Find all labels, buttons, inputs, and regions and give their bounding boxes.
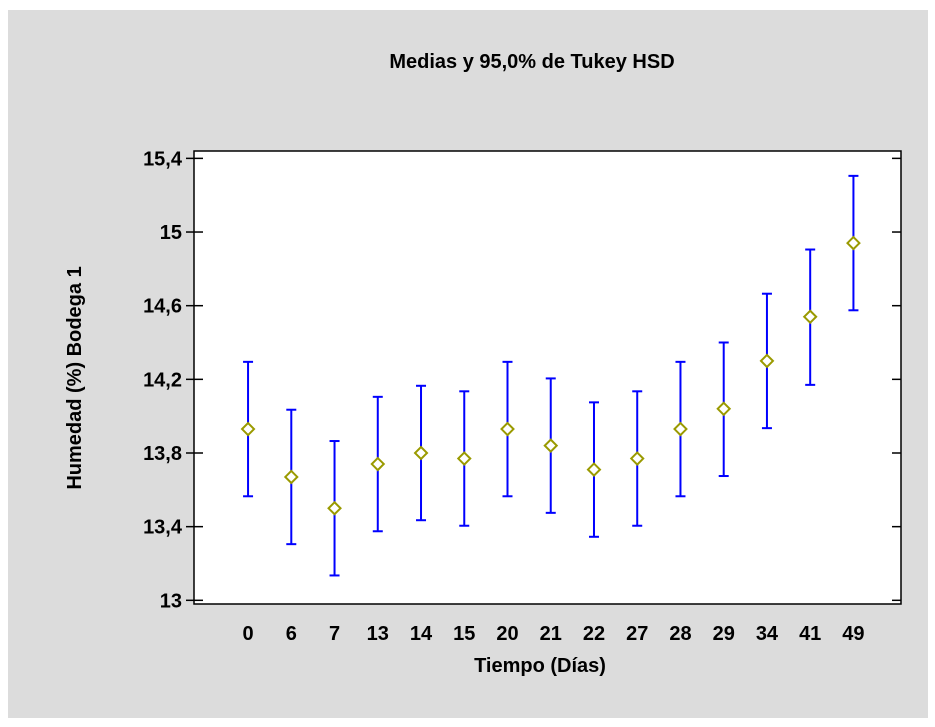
mean-marker (413, 445, 429, 461)
y-axis-label: Humedad (%) Bodega 1 (64, 266, 86, 489)
y-tick-label: 13 (160, 590, 182, 612)
interval-29 (716, 341, 732, 478)
y-tick-label: 13,8 (143, 443, 182, 465)
mean-marker (240, 421, 256, 437)
x-tick-label: 28 (669, 623, 691, 645)
chart: Medias y 95,0% de Tukey HSD 13 13,4 13,8 14… (64, 51, 902, 677)
interval-34 (759, 292, 775, 430)
mean-marker (673, 421, 688, 437)
x-tick-label: 20 (496, 623, 518, 645)
chart-title: Medias y 95,0% de Tukey HSD (389, 51, 674, 73)
x-tick-label: 0 (242, 623, 253, 645)
x-tick-label: 49 (842, 623, 864, 645)
y-tick-label: 14,6 (143, 296, 182, 318)
mean-marker (370, 456, 386, 472)
y-tick-label: 15,4 (143, 148, 183, 170)
x-tick-label: 34 (756, 623, 779, 645)
x-tick-label: 21 (540, 623, 562, 645)
data-marks (240, 174, 861, 577)
interval-28 (673, 360, 688, 498)
y-tick-label: 14,2 (143, 369, 182, 391)
x-tick-label: 14 (410, 623, 433, 645)
y-tick-label: 15 (160, 222, 182, 244)
x-tick-label: 41 (799, 623, 821, 645)
x-axis: 0 6 7 13 14 15 20 21 22 27 28 29 34 41 49 (242, 623, 864, 645)
y-tick-label: 13,4 (143, 517, 183, 539)
interval-7 (327, 440, 342, 577)
mean-marker (586, 462, 602, 477)
interval-21 (543, 377, 559, 514)
mean-marker (283, 469, 299, 485)
interval-15 (456, 390, 472, 527)
interval-0 (240, 360, 256, 498)
chart-frame: Medias y 95,0% de Tukey HSD 13 13,4 13,8 14… (8, 10, 928, 718)
x-axis-label: Tiempo (Días) (474, 655, 606, 677)
mean-marker (802, 309, 818, 325)
interval-13 (370, 395, 386, 533)
mean-marker (543, 438, 559, 454)
mean-marker (846, 235, 861, 251)
interval-6 (283, 408, 299, 546)
x-tick-label: 13 (367, 623, 389, 645)
x-tick-label: 29 (713, 623, 735, 645)
interval-22 (586, 401, 602, 538)
x-tick-label: 22 (583, 623, 605, 645)
x-tick-label: 15 (453, 623, 475, 645)
interval-49 (846, 174, 861, 312)
interval-27 (629, 390, 645, 527)
mean-marker (327, 500, 342, 516)
mean-marker (629, 451, 645, 466)
interval-14 (413, 384, 429, 522)
mean-marker (500, 421, 515, 437)
x-tick-label: 6 (286, 623, 297, 645)
mean-marker (759, 353, 775, 369)
interval-41 (802, 248, 818, 386)
interval-20 (500, 360, 515, 498)
mean-marker (716, 401, 732, 417)
x-tick-label: 27 (626, 623, 648, 645)
mean-marker (456, 451, 472, 466)
y-axis: 13 13,4 13,8 14,2 14,6 15 15,4 (143, 148, 901, 612)
x-tick-label: 7 (329, 623, 340, 645)
